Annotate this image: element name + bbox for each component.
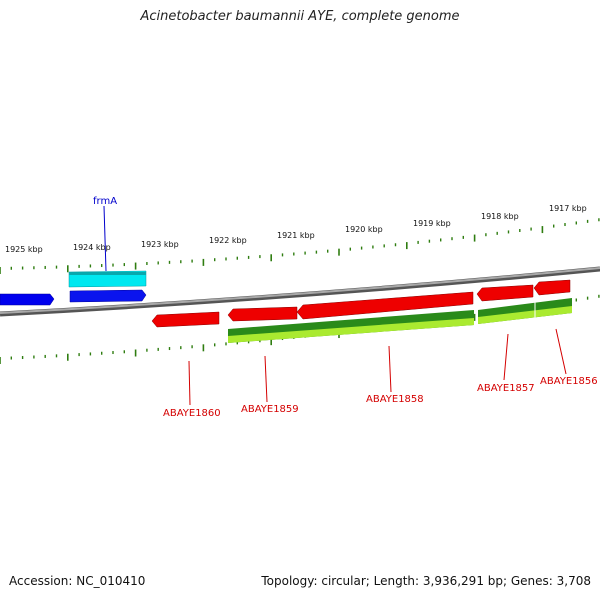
gene-label-frmA[interactable]: frmA bbox=[93, 196, 117, 207]
accession-text: Accession: NC_010410 bbox=[9, 574, 146, 588]
gene-label-ABAYE1856[interactable]: ABAYE1856 bbox=[540, 376, 598, 387]
map-title: Acinetobacter baumannii AYE, complete ge… bbox=[140, 9, 460, 24]
cds-ABAYE1859[interactable] bbox=[227, 306, 298, 322]
cds-ABAYE1856[interactable] bbox=[533, 279, 571, 296]
gene-label-ABAYE1860[interactable]: ABAYE1860 bbox=[163, 408, 221, 419]
leader-ABAYE1857 bbox=[503, 333, 509, 381]
gene-label-ABAYE1859[interactable]: ABAYE1859 bbox=[241, 404, 299, 415]
ruler-label: 1925 kbp bbox=[5, 245, 43, 254]
leader-ABAYE1859 bbox=[264, 355, 268, 403]
genome-summary-text: Topology: circular; Length: 3,936,291 bp… bbox=[261, 574, 591, 588]
ruler-label: 1918 kbp bbox=[481, 212, 519, 221]
ruler-label: 1920 kbp bbox=[345, 225, 383, 234]
leader-frmA bbox=[103, 205, 107, 272]
ruler-label: 1924 kbp bbox=[73, 243, 111, 252]
ruler-label: 1919 kbp bbox=[413, 219, 451, 228]
genome-backbone-highlight bbox=[0, 267, 600, 314]
cds-forward-1[interactable] bbox=[0, 293, 55, 306]
leader-ABAYE1856 bbox=[555, 328, 567, 375]
cds-frmA[interactable] bbox=[69, 289, 147, 303]
leader-ABAYE1858 bbox=[388, 345, 392, 393]
cds-ABAYE1857[interactable] bbox=[476, 284, 534, 302]
cds-ABAYE1860[interactable] bbox=[151, 311, 220, 328]
cds-ABAYE1858[interactable] bbox=[296, 291, 474, 320]
gene-frmA-shade bbox=[69, 272, 146, 275]
ruler-label: 1921 kbp bbox=[277, 231, 315, 240]
ruler-label: 1922 kbp bbox=[209, 236, 247, 245]
gene-label-ABAYE1858[interactable]: ABAYE1858 bbox=[366, 394, 424, 405]
ruler-label: 1923 kbp bbox=[141, 240, 179, 249]
ruler-label: 1917 kbp bbox=[549, 204, 587, 213]
gene-label-ABAYE1857[interactable]: ABAYE1857 bbox=[477, 383, 535, 394]
gene-ABAYE1859-1858-light bbox=[228, 318, 474, 343]
leader-ABAYE1860 bbox=[188, 360, 191, 406]
gene-ABAYE1857-1856-light bbox=[478, 306, 572, 324]
outer-ruler bbox=[0, 218, 600, 274]
